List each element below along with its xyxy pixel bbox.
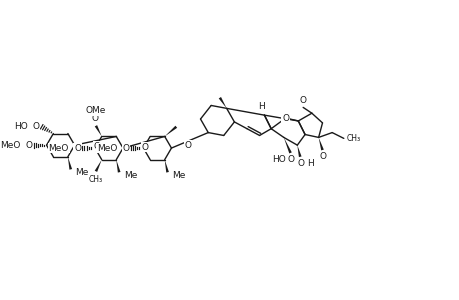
Text: OMe: OMe (85, 106, 106, 115)
Text: MeO: MeO (0, 141, 20, 150)
Polygon shape (95, 125, 101, 136)
Polygon shape (164, 160, 168, 172)
Text: MeO: MeO (97, 144, 117, 153)
Text: CH₃: CH₃ (89, 175, 103, 184)
Text: O: O (282, 113, 289, 122)
Text: O: O (26, 141, 33, 150)
Polygon shape (283, 137, 291, 153)
Text: Me: Me (124, 171, 137, 180)
Text: Me: Me (75, 168, 89, 177)
Text: HO: HO (271, 155, 285, 164)
Text: O: O (319, 152, 326, 161)
Text: O: O (141, 142, 149, 152)
Text: O: O (297, 159, 304, 168)
Text: HO: HO (14, 122, 28, 131)
Polygon shape (218, 97, 226, 108)
Polygon shape (116, 160, 120, 172)
Text: O: O (122, 144, 129, 153)
Text: O: O (184, 141, 191, 150)
Text: O: O (93, 142, 100, 151)
Text: O: O (286, 155, 293, 164)
Text: H: H (306, 159, 313, 168)
Text: O: O (32, 122, 39, 131)
Text: CH₃: CH₃ (346, 134, 360, 143)
Text: H: H (257, 102, 264, 111)
Text: MeO: MeO (48, 144, 69, 153)
Polygon shape (297, 145, 301, 157)
Polygon shape (164, 126, 177, 136)
Polygon shape (318, 137, 323, 150)
Text: O: O (91, 113, 98, 122)
Polygon shape (68, 157, 72, 170)
Polygon shape (95, 160, 101, 172)
Text: O: O (299, 96, 306, 105)
Text: Me: Me (172, 171, 185, 180)
Text: O: O (74, 144, 81, 153)
